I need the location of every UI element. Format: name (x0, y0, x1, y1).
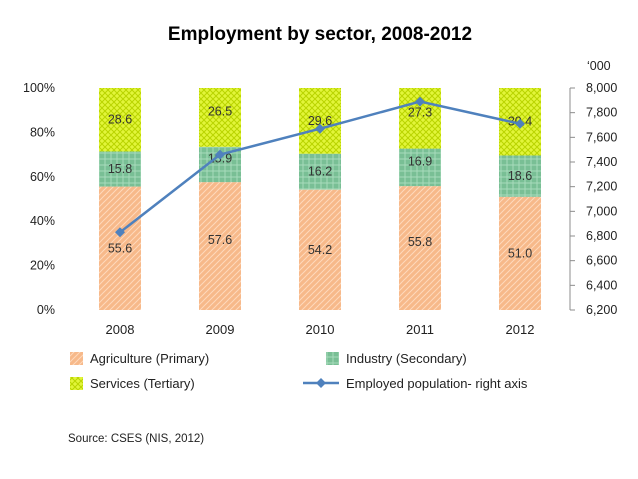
right-axis: 6,200 6,400 6,600 6,800 7,000 7,200 7,400 7,600… (569, 81, 617, 317)
left-tick-label: 0% (37, 303, 55, 317)
employed-line-point (515, 118, 525, 129)
right-tick-label: 7,800 (586, 106, 617, 120)
left-axis: 0% 20% 40% 60% 80% 100% (23, 81, 55, 317)
right-tick-label: 6,200 (586, 303, 617, 317)
data-label-services: 27.3 (408, 105, 432, 119)
bar-segment-services (99, 88, 141, 152)
data-label-agriculture: 55.6 (108, 241, 132, 255)
bar-segment-industry (399, 148, 441, 187)
right-tick-label: 7,000 (586, 204, 617, 218)
legend-item-industry: Industry (Secondary) (326, 351, 467, 366)
legend-label-employed: Employed population- right axis (346, 376, 528, 391)
data-label-industry: 15.8 (108, 162, 132, 176)
legend-item-services: Services (Tertiary) (70, 376, 195, 391)
legend-marker-employed (316, 378, 326, 388)
right-axis-unit: ‘000 (587, 59, 611, 73)
employed-line-point (315, 123, 325, 134)
data-label-industry: 16.9 (408, 154, 432, 168)
left-tick-label: 60% (30, 170, 55, 184)
bar-stacks: 55.615.828.657.615.926.554.216.229.655.8… (99, 88, 541, 310)
right-tick-label: 8,000 (586, 81, 617, 95)
chart-title: Employment by sector, 2008-2012 (168, 24, 472, 45)
legend-swatch-agriculture (70, 352, 83, 365)
right-tick-label: 6,400 (586, 278, 617, 292)
left-tick-label: 80% (30, 125, 55, 139)
legend-label-services: Services (Tertiary) (90, 376, 195, 391)
bar-segment-industry (299, 153, 341, 190)
data-label-industry: 18.6 (508, 169, 532, 183)
right-tick-label: 7,200 (586, 180, 617, 194)
bar-segment-industry (499, 155, 541, 197)
legend: Agriculture (Primary) Industry (Secondar… (70, 351, 528, 391)
data-label-services: 28.6 (108, 113, 132, 127)
legend-label-industry: Industry (Secondary) (346, 351, 467, 366)
x-category-label: 2010 (306, 322, 335, 337)
legend-item-employed-population: Employed population- right axis (303, 376, 528, 391)
bar-segment-services (199, 88, 241, 147)
bar-segment-agriculture (299, 189, 341, 310)
bar-segment-services (299, 88, 341, 154)
data-label-agriculture: 57.6 (208, 233, 232, 247)
employed-population-line (115, 96, 525, 238)
bar-segment-agriculture (99, 186, 141, 310)
data-label-agriculture: 51.0 (508, 246, 532, 260)
right-tick-label: 7,400 (586, 155, 617, 169)
x-category-label: 2009 (206, 322, 235, 337)
x-category-label: 2011 (406, 322, 434, 337)
left-tick-label: 20% (30, 259, 55, 273)
source-note: Source: CSES (NIS, 2012) (68, 433, 204, 445)
employed-line-point (215, 149, 225, 160)
bar-segment-agriculture (499, 196, 541, 310)
left-tick-label: 100% (23, 81, 55, 95)
employed-line-point (415, 96, 425, 107)
right-tick-label: 7,600 (586, 130, 617, 144)
employed-line-point (115, 227, 125, 238)
x-axis-categories: 2008 2009 2010 2011 2012 (106, 322, 535, 337)
bar-segment-agriculture (399, 186, 441, 310)
right-tick-label: 6,800 (586, 229, 617, 243)
right-tick-label: 6,600 (586, 254, 617, 268)
legend-label-agriculture: Agriculture (Primary) (90, 351, 209, 366)
legend-item-agriculture: Agriculture (Primary) (70, 351, 209, 366)
data-label-agriculture: 54.2 (308, 243, 332, 257)
data-label-services: 26.5 (208, 104, 232, 118)
x-category-label: 2012 (506, 322, 535, 337)
bar-segment-agriculture (199, 182, 241, 310)
data-label-services: 29.6 (308, 114, 332, 128)
legend-swatch-industry (326, 352, 339, 365)
data-label-industry: 16.2 (308, 165, 332, 179)
left-tick-label: 40% (30, 214, 55, 228)
x-category-label: 2008 (106, 322, 135, 337)
data-label-agriculture: 55.8 (408, 235, 432, 249)
bar-segment-industry (99, 151, 141, 187)
legend-swatch-services (70, 377, 83, 390)
